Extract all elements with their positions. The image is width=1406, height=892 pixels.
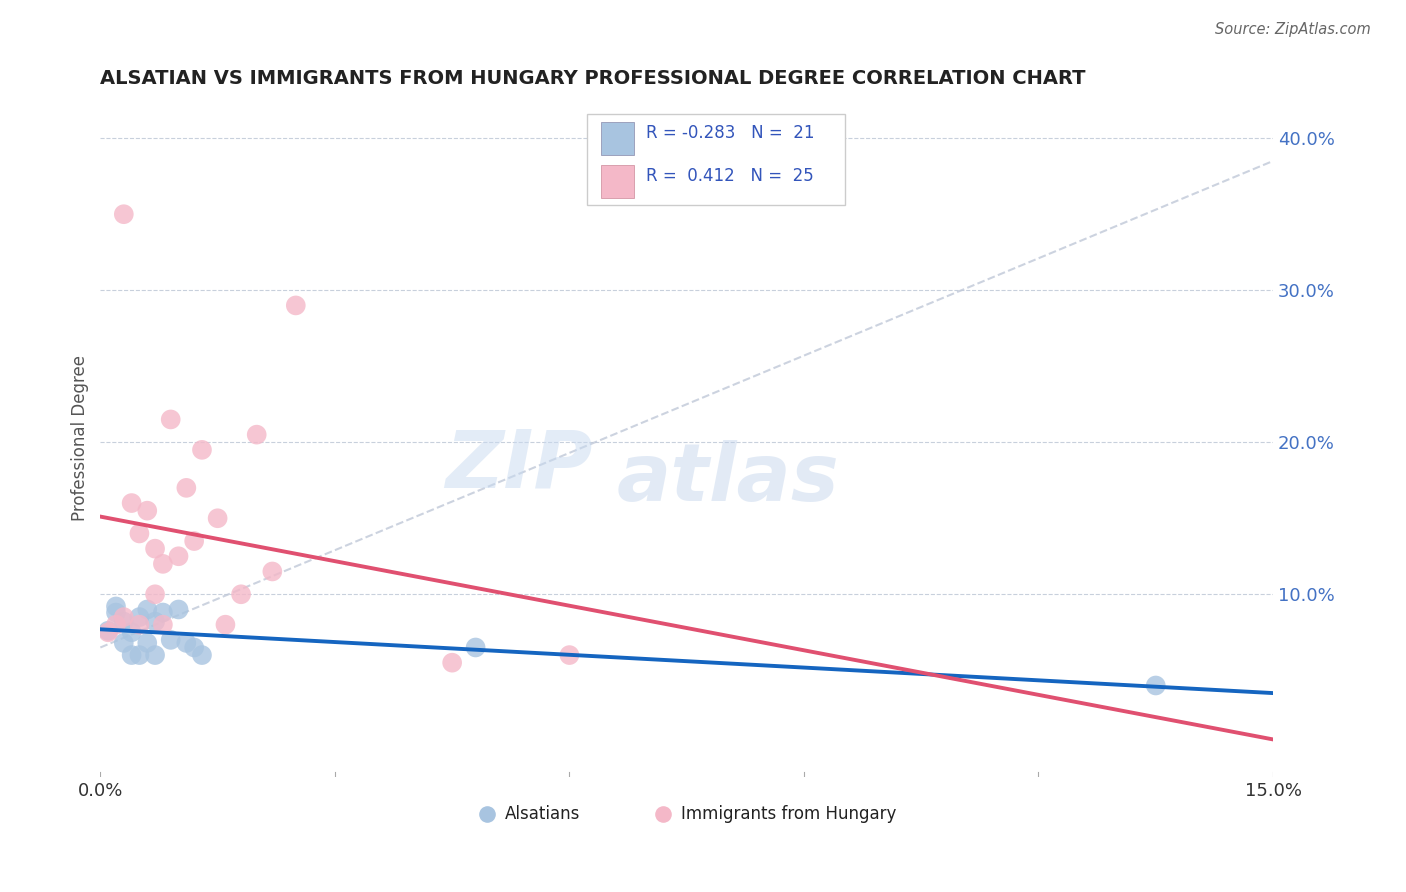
Point (464, 640, 486, 655)
Point (128, 526, 150, 541)
Point (121, 625, 143, 640)
Point (112, 610, 135, 624)
Point (121, 648, 143, 662)
Point (159, 632, 181, 647)
Bar (602, 122, 634, 155)
Text: R =  0.412   N =  25: R = 0.412 N = 25 (645, 167, 814, 185)
Point (136, 602, 159, 616)
Point (191, 648, 214, 662)
Point (143, 615, 166, 629)
Point (152, 606, 174, 620)
Text: ZIP: ZIP (446, 426, 593, 505)
Point (262, 565, 284, 579)
Point (136, 636, 159, 650)
Text: Source: ZipAtlas.com: Source: ZipAtlas.com (1215, 22, 1371, 37)
Point (176, 636, 198, 650)
Text: R = -0.283   N =  21: R = -0.283 N = 21 (645, 124, 814, 142)
Point (104, 617, 127, 632)
Point (112, 615, 135, 629)
Text: Alsatians: Alsatians (505, 805, 581, 823)
Point (128, 617, 150, 632)
Point (97, 625, 120, 640)
Point (143, 587, 166, 601)
Point (152, 557, 174, 571)
Point (112, 207, 135, 221)
Point (128, 610, 150, 624)
Point (128, 648, 150, 662)
Point (159, 412, 181, 426)
Point (183, 640, 205, 655)
Point (112, 636, 135, 650)
Point (191, 442, 214, 457)
Point (1144, 678, 1167, 692)
Point (152, 617, 174, 632)
Point (183, 534, 205, 549)
FancyBboxPatch shape (588, 113, 845, 205)
Point (229, 587, 252, 601)
Point (136, 503, 159, 517)
Point (104, 606, 127, 620)
Point (441, 656, 464, 670)
Point (167, 549, 190, 564)
Text: Immigrants from Hungary: Immigrants from Hungary (681, 805, 896, 823)
Point (97, 624, 120, 638)
Bar (602, 165, 634, 198)
Y-axis label: Professional Degree: Professional Degree (72, 355, 89, 522)
Point (143, 648, 166, 662)
Point (246, 427, 269, 442)
Point (176, 481, 198, 495)
Text: atlas: atlas (616, 440, 839, 518)
Point (121, 496, 143, 510)
Point (214, 617, 236, 632)
Point (207, 511, 229, 525)
Text: ALSATIAN VS IMMIGRANTS FROM HUNGARY PROFESSIONAL DEGREE CORRELATION CHART: ALSATIAN VS IMMIGRANTS FROM HUNGARY PROF… (100, 69, 1085, 87)
Point (167, 602, 190, 616)
Point (284, 298, 307, 312)
Point (104, 599, 127, 614)
Point (558, 648, 581, 662)
Point (143, 541, 166, 556)
